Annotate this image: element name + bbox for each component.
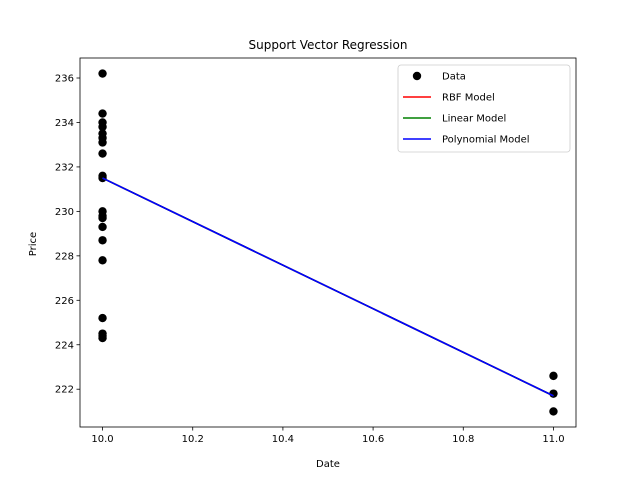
y-axis: 222 224 226 228 230 232 234 236: [55, 74, 80, 396]
legend-label-data: Data: [442, 72, 466, 83]
data-point: [98, 122, 107, 132]
plot-area: [79, 57, 577, 428]
plot-frame: [79, 57, 577, 428]
data-point: [98, 222, 107, 232]
data-point: [549, 407, 558, 416]
y-tick-label: 224: [55, 340, 74, 351]
x-tick-label: 10.4: [272, 434, 294, 445]
chart-title: Support Vector Regression: [249, 38, 408, 52]
legend-marker-data: [412, 71, 422, 81]
y-axis-label: Price: [28, 232, 39, 256]
legend-label-1: Linear Model: [442, 114, 506, 125]
y-tick-label: 226: [55, 296, 74, 307]
data-point: [98, 313, 107, 323]
data-point: [98, 109, 107, 118]
y-tick-label: 228: [55, 251, 74, 262]
y-tick-label: 234: [55, 118, 74, 129]
data-point: [98, 236, 107, 245]
x-tick-label: 10.6: [362, 434, 384, 445]
x-axis-label: Date: [316, 459, 340, 470]
y-tick-label: 236: [55, 74, 74, 85]
data-point: [549, 389, 558, 398]
data-point: [98, 333, 107, 343]
legend-label-2: Polynomial Model: [442, 135, 530, 146]
data-point: [98, 211, 107, 221]
series-line-2: [102, 177, 554, 397]
x-tick-label: 10.0: [91, 434, 113, 445]
data-point: [98, 69, 107, 78]
y-tick-label: 232: [55, 162, 74, 173]
data-point: [98, 138, 107, 147]
legend-label-0: RBF Model: [442, 93, 495, 104]
data-point: [549, 371, 558, 381]
x-axis: 10.0 10.2 10.4 10.6 10.8 11.0: [91, 427, 565, 445]
y-tick-label: 230: [55, 207, 74, 218]
legend-box: [397, 64, 571, 153]
data-point: [98, 256, 107, 265]
x-tick-label: 10.8: [452, 434, 474, 445]
data-point: [98, 149, 107, 158]
x-tick-label: 10.2: [182, 434, 204, 445]
x-tick-label: 11.0: [542, 434, 564, 445]
y-tick-label: 222: [55, 385, 74, 396]
legend: Data RBF Model Linear Model Polynomial Mode…: [397, 64, 571, 153]
